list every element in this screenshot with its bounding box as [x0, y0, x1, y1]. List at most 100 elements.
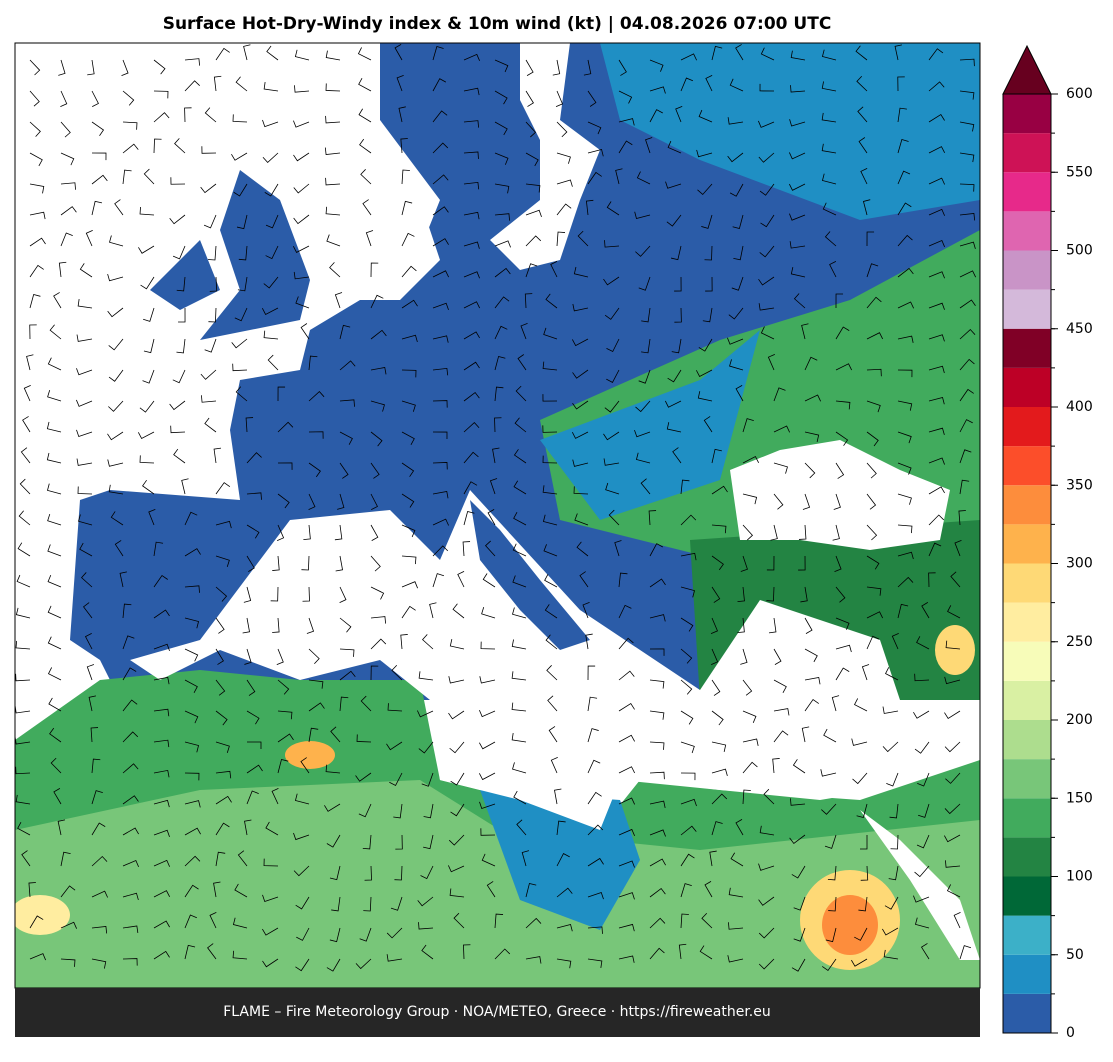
wind-barb — [525, 209, 542, 218]
wind-barb — [556, 231, 566, 247]
wind-barb — [265, 214, 279, 229]
wind-barb — [46, 483, 62, 495]
wind-barb — [582, 602, 590, 619]
wind-barb — [959, 183, 975, 192]
wind-barb — [484, 540, 496, 557]
wind-barb — [294, 49, 310, 61]
wind-barb — [335, 555, 344, 572]
wind-barb — [758, 896, 775, 906]
wind-barb — [889, 803, 899, 819]
wind-barb — [272, 617, 280, 633]
wind-barb — [928, 239, 945, 248]
wind-barb — [728, 307, 744, 320]
wind-barb — [524, 293, 533, 309]
wind-barb — [891, 632, 899, 650]
wind-barb — [245, 417, 254, 433]
footer-text: FLAME – Fire Meteorology Group · NOA/MET… — [223, 1004, 771, 1020]
wind-barb — [543, 327, 558, 340]
colorbar-swatch — [1003, 641, 1051, 681]
wind-barb — [604, 240, 620, 248]
wind-barb — [554, 788, 562, 805]
wind-barb — [49, 324, 62, 340]
wind-barb — [360, 695, 372, 712]
wind-barb — [606, 338, 620, 353]
wind-barb — [698, 338, 713, 352]
wind-barb — [153, 541, 164, 557]
wind-barb — [959, 479, 970, 495]
wind-barb — [897, 400, 913, 411]
wind-barb — [649, 59, 664, 72]
wind-barb — [897, 139, 909, 154]
wind-barb — [758, 863, 775, 871]
wind-barb — [178, 307, 186, 323]
wind-barb — [489, 478, 498, 495]
wind-barb — [148, 509, 156, 526]
wind-barb — [821, 112, 837, 123]
wind-barb — [47, 544, 62, 557]
wind-barb — [153, 676, 170, 685]
wind-barb — [418, 671, 434, 681]
wind-barb — [394, 44, 403, 61]
wind-barb — [449, 639, 465, 650]
wind-barb — [362, 199, 372, 216]
wind-barb — [209, 276, 218, 292]
wind-barb — [391, 664, 403, 681]
wind-barb — [618, 118, 635, 126]
wind-barb — [822, 958, 837, 972]
wind-barb — [866, 611, 884, 619]
wind-barb — [91, 758, 101, 774]
wind-barb — [773, 387, 786, 402]
wind-barb — [15, 794, 31, 805]
wind-barb — [740, 648, 748, 665]
wind-barb — [667, 140, 682, 154]
wind-barb — [649, 543, 664, 557]
wind-barb — [122, 892, 139, 901]
wind-barb — [17, 542, 31, 557]
wind-barb — [370, 262, 379, 278]
wind-barb — [395, 834, 403, 850]
wind-barb — [308, 355, 318, 371]
wind-barb — [556, 853, 570, 867]
wind-barb — [276, 648, 284, 665]
wind-barb — [798, 555, 806, 571]
wind-barb — [950, 571, 961, 588]
wind-barb — [835, 667, 850, 681]
wind-barb — [711, 485, 728, 495]
wind-barb — [363, 896, 372, 912]
wind-barb — [293, 214, 310, 225]
wind-barb — [833, 493, 841, 510]
wind-barb — [606, 369, 620, 383]
wind-barb — [959, 270, 977, 278]
wind-barb — [928, 146, 946, 154]
wind-barb — [618, 702, 635, 712]
wind-barb — [244, 648, 252, 665]
wind-barb — [386, 954, 403, 962]
wind-barb — [618, 734, 635, 743]
wind-barb — [649, 887, 666, 898]
wind-barb — [356, 734, 372, 743]
wind-barb — [432, 518, 450, 526]
wind-barb — [866, 555, 880, 570]
wind-barb — [773, 708, 790, 716]
wind-barb — [370, 493, 378, 511]
wind-barb — [959, 449, 972, 464]
wind-barb — [866, 231, 875, 247]
wind-barb — [303, 524, 311, 541]
wind-barb — [835, 400, 851, 410]
wind-barb — [866, 524, 878, 541]
wind-barb — [46, 421, 62, 433]
wind-barb — [587, 665, 596, 681]
wind-barb — [697, 391, 713, 402]
wind-barb — [29, 915, 44, 929]
wind-barb — [478, 772, 496, 781]
wind-barb — [122, 90, 135, 106]
wind-barb — [295, 296, 310, 309]
wind-barb — [108, 484, 124, 495]
wind-barb — [587, 824, 604, 836]
wind-barb — [946, 884, 961, 898]
wind-barb — [860, 167, 868, 185]
wind-barb — [432, 174, 449, 185]
colorbar-extension — [1002, 44, 1052, 95]
tick-label: 500 — [1066, 243, 1093, 259]
wind-barb — [711, 555, 724, 571]
